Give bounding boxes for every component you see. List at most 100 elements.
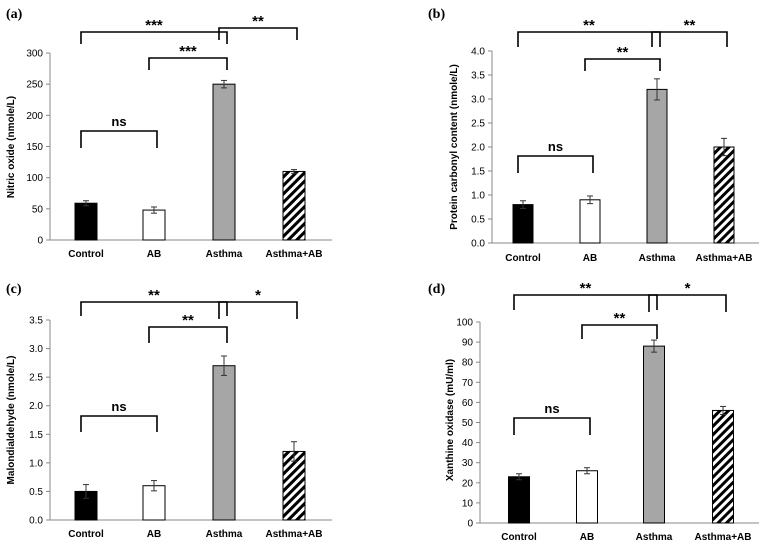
- panel-a: (a) Nitric oxide (nmole/L) 0 50 100 150 200 2…: [6, 7, 332, 260]
- panel-c-error-bar-asthma-ab: [291, 441, 297, 462]
- panel-b-significance-label: **: [617, 44, 629, 61]
- panel-d-bar-asthma: [643, 345, 665, 524]
- panel-b-error-bar-ab: [587, 195, 593, 205]
- panel-c-plot: 0.00.51.01.52.02.53.03.5*****ns: [29, 287, 332, 527]
- panel-b-x-tick-ab: AB: [583, 253, 597, 264]
- panel-d-y-tick-label: 30: [462, 458, 474, 469]
- panel-d-y-tick-label: 20: [462, 478, 474, 489]
- panel-b: (b) Protein carbonyl content (nmole/L) 0…: [428, 7, 759, 264]
- panel-b-bar-asthma: [646, 88, 668, 244]
- panel-d-x-tick-control: Control: [501, 532, 537, 543]
- panel-a-error-bar-asthma-ab: [291, 169, 297, 174]
- panel-a-significance-label: **: [252, 13, 264, 30]
- panel-c-x-tick-control: Control: [68, 529, 104, 540]
- panel-d-y-tick-label: 10: [462, 498, 474, 509]
- panel-b-significance-label: **: [684, 17, 696, 34]
- panel-a-bar-ab: [142, 209, 166, 241]
- panel-c-label: (c): [6, 282, 22, 297]
- panel-c-y-tick-label: 1.5: [29, 430, 43, 441]
- panel-c-y-axis-label: Malondialdehyde (nmole/L): [6, 356, 17, 485]
- panel-b-plot: 0.0 0.5 1.0 1.5 2.0 2.5 3.0 3.5 4.0 ** ** ** ns: [471, 17, 759, 250]
- panel-b-y-tick-label: 2.0: [471, 143, 485, 154]
- panel-a-y-tick-label: 300: [26, 49, 43, 60]
- panel-a-error-bar-asthma: [221, 79, 227, 89]
- panel-c-significance-bracket: **: [80, 287, 228, 316]
- panel-b-significance-bracket: ns: [517, 139, 594, 173]
- panel-d-significance-label: ns: [544, 401, 559, 416]
- panel-d-y-tick-label: 0: [467, 519, 473, 530]
- panel-d-bar-control: [508, 476, 530, 524]
- panel-d-error-bar-ab: [584, 467, 590, 475]
- panel-d-x-tick-ab: AB: [580, 532, 594, 543]
- panel-a-y-tick-label: 200: [26, 111, 43, 122]
- panel-d-bar-ab: [576, 470, 598, 524]
- panel-d-y-tick-label: 100: [456, 318, 473, 329]
- panel-b-y-tick-label: 1.5: [471, 167, 485, 178]
- panel-c-error-bar-control: [83, 484, 89, 499]
- panel-c-bar-asthma: [212, 365, 236, 521]
- panel-c-significance-label: *: [255, 287, 261, 304]
- panel-d-y-tick-label: 60: [462, 398, 474, 409]
- panel-d-y-axis-label: Xanthine oxidase (mU/ml): [445, 359, 456, 481]
- panel-a-significance-label: ***: [179, 43, 197, 60]
- panel-a-x-tick-ab: AB: [147, 249, 161, 260]
- panel-b-y-tick-label: 3.0: [471, 95, 485, 106]
- panel-d-bar-asthma-ab: [712, 409, 734, 524]
- panel-a-y-tick-label: 50: [32, 204, 44, 215]
- panel-d-y-tick-label: 70: [462, 378, 474, 389]
- panel-c-error-bar-ab: [151, 480, 157, 492]
- panel-c-significance-label: ns: [111, 399, 126, 414]
- panel-c-y-tick-label: 1.0: [29, 458, 43, 469]
- panel-d-significance-bracket: *: [648, 280, 727, 312]
- panel-a-bar-asthma-ab: [282, 170, 306, 241]
- panel-c: (c) Malondialdehyde (nmole/L) 0.0 0.5 1.0 1…: [6, 282, 332, 540]
- panel-d: (d) Xanthine oxidase (mU/ml) 0 10 20 30 40 50…: [428, 280, 759, 543]
- panel-b-label: (b): [428, 7, 445, 22]
- panel-a-significance-bracket: ns: [80, 114, 158, 148]
- panel-b-error-bar-asthma: [654, 78, 660, 101]
- panel-b-y-tick-label: 1.0: [471, 191, 485, 202]
- panel-a-y-tick-label: 150: [26, 142, 43, 153]
- panel-c-bar-asthma-ab: [282, 450, 306, 521]
- panel-a-significance-bracket: ***: [80, 17, 228, 44]
- panel-b-bar-asthma-ab: [713, 146, 735, 244]
- panel-d-y-tick-label: 80: [462, 358, 474, 369]
- panel-a-x-tick-control: Control: [68, 249, 104, 260]
- panel-c-significance-label: **: [148, 287, 160, 304]
- panel-b-significance-label: **: [583, 17, 595, 34]
- panel-a-y-tick-label: 100: [26, 173, 43, 184]
- panel-b-significance-bracket: **: [584, 44, 661, 71]
- panel-b-significance-bracket: **: [517, 17, 661, 47]
- panel-c-y-tick-label: 3.5: [29, 316, 43, 327]
- panel-d-significance-label: **: [614, 310, 626, 327]
- panel-a-x-tick-asthma-ab: Asthma+AB: [266, 249, 323, 260]
- panel-c-significance-bracket: ns: [80, 399, 158, 432]
- panel-d-significance-bracket: **: [513, 280, 658, 310]
- panel-c-y-tick-label: 0.5: [29, 487, 43, 498]
- panel-b-significance-label: ns: [548, 139, 563, 154]
- panel-a-y-tick-label: 0: [37, 236, 43, 247]
- panel-b-x-tick-asthma-ab: Asthma+AB: [696, 253, 753, 264]
- panel-d-error-bar-asthma-ab: [720, 405, 726, 415]
- panel-b-x-tick-control: Control: [505, 253, 541, 264]
- panel-b-error-bar-asthma-ab: [721, 137, 727, 157]
- panel-d-error-bar-asthma: [651, 339, 657, 353]
- panel-d-label: (d): [428, 282, 445, 297]
- panel-d-y-tick-label: 50: [462, 418, 474, 429]
- panel-a-significance-bracket: ***: [148, 43, 228, 70]
- panel-a-y-tick-label: 250: [26, 80, 43, 91]
- panel-b-y-tick-label: 0.0: [471, 239, 485, 250]
- panel-c-significance-label: **: [182, 312, 194, 329]
- panel-a-significance-label: ***: [145, 17, 163, 34]
- panel-c-y-tick-label: 3.0: [29, 344, 43, 355]
- panel-a-significance-bracket: **: [218, 13, 298, 40]
- panel-b-bar-control: [512, 204, 534, 244]
- panel-c-x-tick-asthma-ab: Asthma+AB: [266, 529, 323, 540]
- panel-d-significance-label: *: [685, 280, 691, 297]
- panel-c-y-tick-label: 2.5: [29, 373, 43, 384]
- panel-c-error-bar-asthma: [221, 355, 227, 376]
- panel-c-significance-bracket: *: [218, 287, 298, 319]
